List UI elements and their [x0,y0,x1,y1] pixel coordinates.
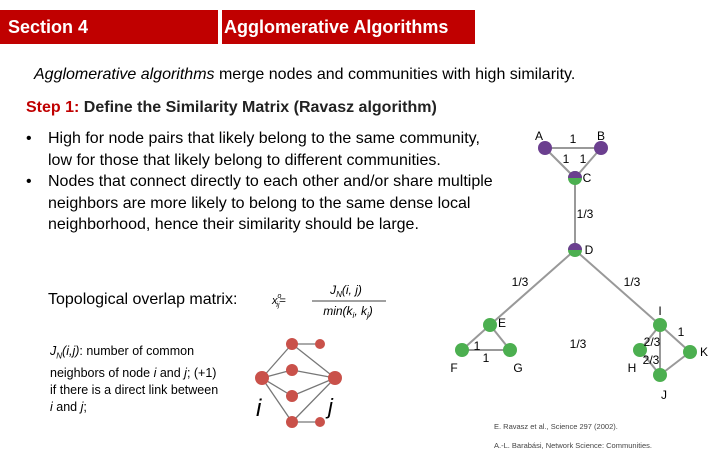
node [653,318,667,332]
overlap-label: Topological overlap matrix: [48,291,238,308]
node [653,368,667,382]
edge-label: 1 [474,339,481,353]
intro-text: merge nodes and communities with high si… [214,66,576,83]
edge-label: 1/3 [512,275,529,289]
lhs-sup: o [278,293,282,300]
note-j: J [50,344,57,358]
bullets: High for node pairs that likely belong t… [26,128,501,236]
num-sub: N [336,290,342,299]
edge-label: 1 [563,152,570,166]
note-text: ; [83,399,87,414]
edge-label: 1/3 [577,207,594,221]
den-sub: j [366,311,369,320]
citation: A.-L. Barabási, Network Science: Communi… [494,441,652,450]
node [483,318,497,332]
numerator: JN(i, j) [329,283,362,299]
node-label: A [535,129,543,143]
node-label: B [597,129,605,143]
denominator: min(ki, kj) [323,304,373,320]
note: JN(i,j): number of common neighbors of n… [50,343,220,416]
step: Step 1: Define the Similarity Matrix (Ra… [26,99,437,117]
edge-label: 1 [570,132,577,146]
citations: E. Ravasz et al., Science 297 (2002). A.… [494,417,652,450]
node-label: G [513,361,522,375]
intro-emphasis: Agglomerative algorithms [34,66,215,83]
note-j: j [80,399,84,414]
formula-lhs: xo ij= [271,293,286,309]
step-label: Step 1: [26,99,80,116]
note-text: and [156,365,185,380]
edge-label: 2/3 [644,335,661,349]
node [683,345,697,359]
edge [544,147,576,179]
node-label: J [661,388,667,402]
den: min(k [323,304,353,318]
node [455,343,469,357]
den-mid: , k [354,304,368,318]
edge-label: 1 [483,351,490,365]
node [538,141,552,155]
bullet: Nodes that connect directly to each othe… [26,171,501,236]
node-label: C [583,171,592,185]
note-text: ; (+1) if there is a direct link between [50,365,219,397]
formula: xo ij= JN(i, j) min(ki, kj) [271,283,386,320]
node [503,343,517,357]
node-label: I [658,304,661,318]
section-label: Section 4 [0,10,218,44]
slide-title: Agglomerative Algorithms [222,10,475,44]
node [594,141,608,155]
node-i: i [256,395,262,422]
note-args: (i,j) [62,344,80,358]
node-label: D [585,243,594,257]
mini-network: i j [255,338,342,428]
citation: E. Ravasz et al., Science 297 (2002). [494,422,618,431]
note-text: : number of common neighbors of node [50,344,195,380]
node-label: F [450,361,457,375]
node-label: K [700,345,708,359]
den-sub: i [353,311,355,320]
den-end: ) [367,304,373,318]
note-i: i [50,399,53,414]
note-j-sub: N [56,351,63,361]
note-text: and [52,399,81,414]
intro: Agglomerative algorithms merge nodes and… [34,66,575,84]
step-text: Define the Similarity Matrix (Ravasz alg… [79,99,437,116]
edge-label: 1 [678,325,685,339]
edge-label: 2/3 [643,353,660,367]
node-half [568,243,582,250]
edge-label: 1 [580,152,587,166]
node [633,343,647,357]
node-label: H [628,361,637,375]
lhs: x [271,295,278,307]
edge-label: 1/3 [624,275,641,289]
note-i: i [153,365,157,380]
bullet: High for node pairs that likely belong t… [26,128,501,171]
node-j: j [325,394,334,419]
node-half [568,171,582,178]
note-j: j [184,365,187,380]
num-args: (i, j) [342,283,362,297]
lhs-sub: ij [276,302,280,309]
edge-label: 1/3 [570,337,587,351]
num: J [329,283,337,297]
node-label: E [498,316,506,330]
edge [574,249,661,326]
edge [489,249,576,326]
